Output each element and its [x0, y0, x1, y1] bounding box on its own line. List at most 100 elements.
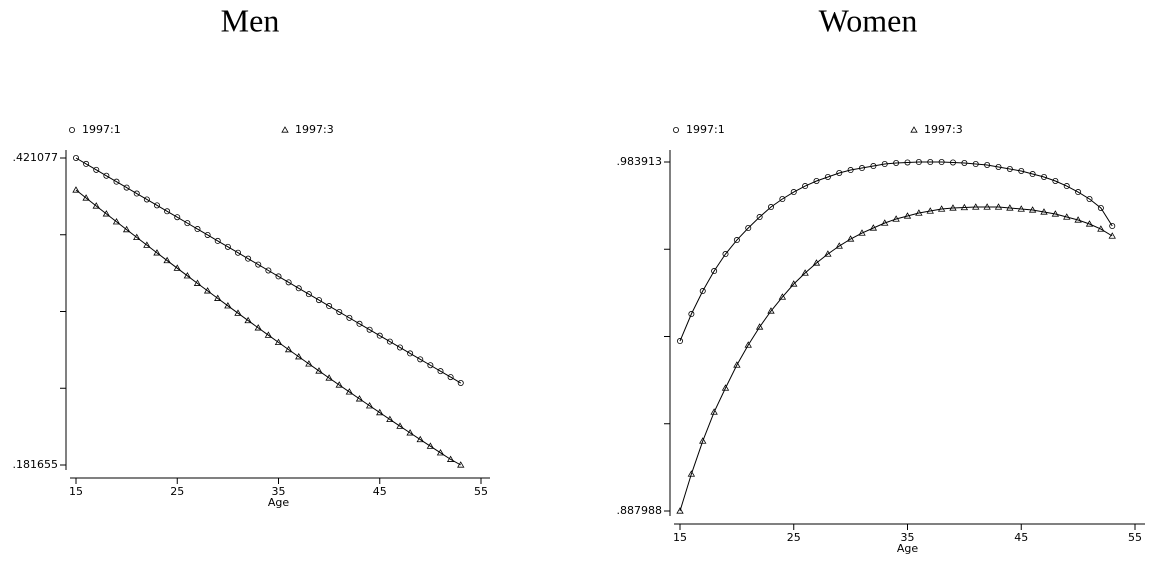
data-point	[721, 384, 730, 391]
data-point	[457, 461, 465, 468]
data-point	[305, 360, 313, 367]
data-point	[847, 167, 854, 174]
legend-marker	[673, 127, 680, 134]
data-point	[846, 235, 855, 242]
y-tick-label: .421077	[13, 151, 59, 164]
data-point	[113, 178, 120, 185]
data-point	[961, 159, 968, 166]
data-point	[688, 311, 695, 318]
data-point	[972, 203, 980, 210]
data-point	[305, 291, 312, 298]
data-point	[1063, 183, 1070, 190]
data-point	[1040, 208, 1048, 215]
series-line	[679, 161, 1113, 342]
data-point	[123, 184, 130, 191]
data-point	[376, 332, 383, 339]
data-point	[153, 249, 161, 256]
x-tick-label: 55	[1128, 531, 1142, 544]
data-point	[778, 293, 787, 300]
data-point	[335, 381, 343, 388]
data-point	[376, 408, 384, 416]
data-point	[133, 190, 140, 197]
x-tick-label: 45	[1014, 531, 1028, 544]
data-point	[904, 159, 911, 166]
series-line	[75, 157, 462, 384]
data-point	[143, 196, 150, 203]
data-point	[295, 285, 302, 292]
data-point	[835, 242, 843, 249]
data-point	[744, 341, 752, 348]
data-point	[755, 323, 764, 330]
data-point	[972, 161, 979, 168]
data-point	[1075, 189, 1082, 196]
data-point	[336, 308, 343, 315]
data-point	[356, 320, 363, 327]
data-point	[122, 225, 131, 233]
data-point	[859, 165, 866, 172]
data-point	[984, 161, 991, 168]
data-point	[265, 267, 272, 274]
data-point	[836, 169, 843, 176]
data-point	[315, 297, 322, 304]
data-point	[813, 178, 820, 185]
x-tick-label: 55	[474, 485, 488, 498]
data-point	[1029, 171, 1036, 178]
data-point	[407, 350, 414, 357]
data-point	[1108, 232, 1116, 239]
legend-label: 1997:1	[686, 123, 725, 136]
data-point	[950, 159, 957, 166]
data-point	[915, 159, 922, 166]
data-point	[82, 194, 90, 201]
data-point	[264, 331, 273, 338]
data-point	[699, 288, 706, 295]
data-point	[915, 209, 923, 216]
x-tick-label: 25	[170, 485, 184, 498]
data-point	[325, 374, 333, 381]
data-point	[72, 186, 80, 193]
data-point	[355, 395, 364, 402]
data-point	[173, 264, 181, 271]
data-point	[927, 159, 934, 166]
data-point	[779, 196, 786, 203]
data-point	[1006, 204, 1014, 211]
data-point	[224, 302, 232, 309]
data-point	[102, 210, 111, 217]
data-point	[881, 161, 888, 168]
x-tick-label: 25	[787, 531, 801, 544]
data-point	[733, 361, 741, 368]
data-point	[1028, 206, 1037, 213]
data-point	[893, 159, 900, 166]
data-point	[790, 189, 797, 196]
legend-label: 1997:1	[82, 123, 121, 136]
series-line	[679, 206, 1113, 512]
data-point	[386, 415, 394, 423]
data-point	[244, 316, 252, 324]
data-point	[153, 202, 160, 209]
x-tick-label: 35	[272, 485, 286, 498]
data-point	[722, 251, 729, 258]
data-point	[133, 233, 141, 241]
data-point	[1006, 165, 1013, 172]
data-point	[345, 388, 354, 395]
data-point	[1074, 216, 1082, 223]
data-point	[995, 163, 1002, 170]
data-point	[193, 279, 202, 286]
data-point	[436, 448, 445, 456]
data-point	[224, 243, 231, 250]
data-point	[426, 442, 435, 449]
x-tick-label: 15	[673, 531, 687, 544]
data-point	[802, 183, 809, 190]
data-point	[396, 422, 404, 429]
data-point	[870, 163, 877, 170]
data-point	[710, 408, 718, 415]
data-point	[676, 507, 684, 514]
data-point	[937, 205, 946, 212]
chart-title: Women	[819, 2, 918, 38]
x-axis-label: Age	[897, 542, 919, 555]
data-point	[1018, 167, 1025, 174]
data-point	[164, 208, 171, 215]
data-point	[1097, 225, 1105, 232]
data-point	[756, 214, 763, 221]
data-point	[183, 271, 192, 279]
data-point	[396, 344, 403, 351]
